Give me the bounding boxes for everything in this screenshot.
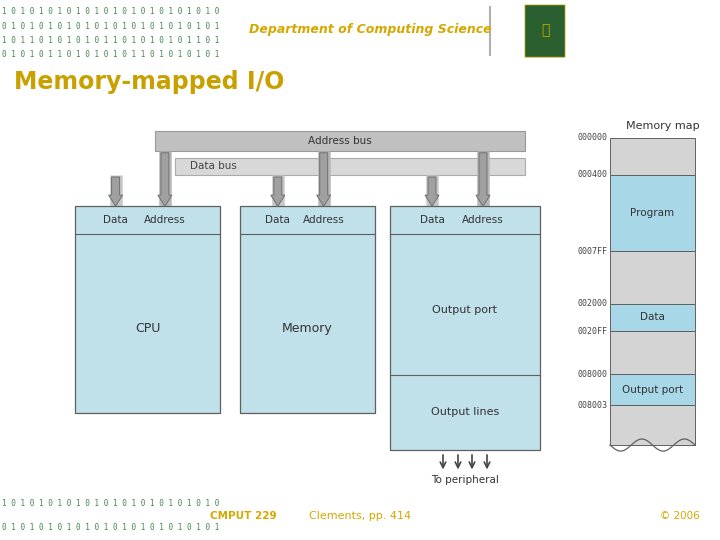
Text: ALBERTA: ALBERTA — [572, 35, 628, 45]
Text: Data: Data — [266, 215, 290, 225]
Text: 008000: 008000 — [578, 370, 608, 379]
Bar — [240, 206, 375, 413]
Bar — [610, 405, 695, 445]
Text: Address bus: Address bus — [308, 136, 372, 146]
Text: Output port: Output port — [622, 384, 683, 395]
Text: 000000: 000000 — [578, 133, 608, 142]
Text: 0 1 0 1 0 1 1 0 1 0 1 0 1 0 1 1 0 1 0 1 0 1 0 1: 0 1 0 1 0 1 1 0 1 0 1 0 1 0 1 1 0 1 0 1 … — [2, 50, 220, 59]
Polygon shape — [109, 177, 122, 206]
Text: Memory: Memory — [282, 322, 333, 335]
Bar — [390, 206, 540, 450]
Polygon shape — [317, 153, 330, 206]
Text: 1 0 1 0 1 0 1 0 1 0 1 0 1 0 1 0 1 0 1 0 1 0 1 0: 1 0 1 0 1 0 1 0 1 0 1 0 1 0 1 0 1 0 1 0 … — [2, 499, 220, 508]
Text: Address: Address — [303, 215, 345, 225]
Text: Output port: Output port — [433, 305, 498, 314]
Polygon shape — [425, 177, 439, 206]
Polygon shape — [476, 153, 490, 206]
Polygon shape — [158, 153, 172, 206]
Text: CMPUT 229: CMPUT 229 — [210, 511, 276, 521]
Text: 0 1 0 1 0 1 0 1 0 1 0 1 0 1 0 1 0 1 0 1 0 1 0 1: 0 1 0 1 0 1 0 1 0 1 0 1 0 1 0 1 0 1 0 1 … — [2, 22, 220, 31]
Text: Data: Data — [103, 215, 128, 225]
Bar — [610, 332, 695, 374]
Text: UNIVERSITY OF: UNIVERSITY OF — [574, 21, 626, 26]
Bar — [75, 206, 220, 413]
Text: To peripheral: To peripheral — [431, 475, 499, 485]
Text: Program: Program — [631, 208, 675, 218]
Text: Data bus: Data bus — [190, 161, 237, 171]
Text: Clements, pp. 414: Clements, pp. 414 — [309, 511, 411, 521]
Text: Memory map: Memory map — [626, 120, 699, 131]
Text: 008003: 008003 — [578, 401, 608, 409]
Bar — [610, 174, 695, 252]
Text: 1 0 1 1 0 1 0 1 0 1 0 1 1 0 1 0 1 0 1 0 1 1 0 1: 1 0 1 1 0 1 0 1 0 1 0 1 1 0 1 0 1 0 1 0 … — [2, 36, 220, 45]
Bar — [610, 374, 695, 405]
Bar — [610, 138, 695, 174]
Polygon shape — [271, 177, 285, 206]
Bar — [175, 158, 525, 175]
Bar — [198, 496, 202, 535]
Text: Data: Data — [640, 313, 665, 322]
Text: Output lines: Output lines — [431, 407, 499, 417]
Text: 🛡: 🛡 — [541, 23, 549, 37]
Bar — [610, 252, 695, 303]
Bar — [155, 131, 525, 151]
Text: Address: Address — [462, 215, 504, 225]
Text: 002000: 002000 — [578, 299, 608, 308]
Text: Memory-mapped I/O: Memory-mapped I/O — [14, 70, 284, 94]
Text: 000400: 000400 — [578, 170, 608, 179]
Text: 1 0 1 0 1 0 1 0 1 0 1 0 1 0 1 0 1 0 1 0 1 0 1 0: 1 0 1 0 1 0 1 0 1 0 1 0 1 0 1 0 1 0 1 0 … — [2, 6, 220, 16]
Text: 0020FF: 0020FF — [578, 327, 608, 336]
Text: Department of Computing Science: Department of Computing Science — [248, 23, 491, 36]
Text: Address: Address — [144, 215, 186, 225]
Text: CPU: CPU — [135, 322, 160, 335]
Text: © 2006: © 2006 — [660, 511, 700, 521]
FancyBboxPatch shape — [525, 5, 565, 57]
Text: 0 1 0 1 0 1 0 1 0 1 0 1 0 1 0 1 0 1 0 1 0 1 0 1: 0 1 0 1 0 1 0 1 0 1 0 1 0 1 0 1 0 1 0 1 … — [2, 523, 220, 532]
Text: 0007FF: 0007FF — [578, 247, 608, 256]
Text: Data: Data — [420, 215, 444, 225]
Bar — [610, 303, 695, 332]
